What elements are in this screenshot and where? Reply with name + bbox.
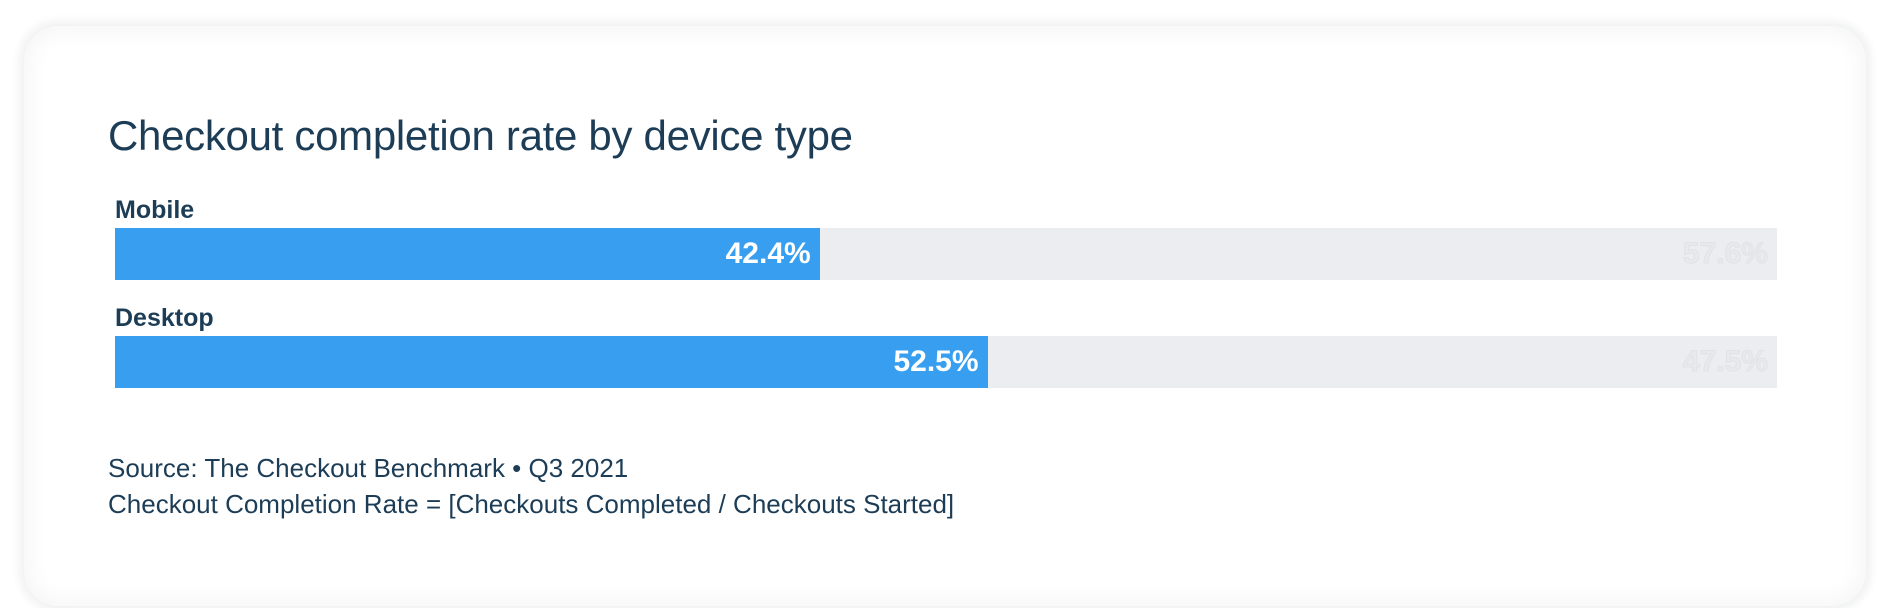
formula-note: Checkout Completion Rate = [Checkouts Co… (108, 489, 955, 519)
chart-footer: Source: The Checkout Benchmark • Q3 2021… (108, 450, 954, 522)
bar-value-label-mobile: 42.4% (725, 237, 811, 270)
bar-fill-desktop: 52.5% (115, 336, 988, 388)
bar-chart: Mobile 42.4% 57.6% Desktop 52.5% 47.5% (115, 196, 1777, 412)
source-note: Source: The Checkout Benchmark • Q3 2021 (108, 453, 629, 483)
bar-value-label-desktop: 52.5% (893, 345, 979, 378)
bar-remainder-label-mobile: 57.6% (1682, 237, 1768, 271)
bar-track-desktop: 52.5% 47.5% (115, 336, 1777, 388)
bar-fill-mobile: 42.4% (115, 228, 820, 280)
bar-track-mobile: 42.4% 57.6% (115, 228, 1777, 280)
chart-card: Checkout completion rate by device type … (24, 26, 1866, 606)
chart-title: Checkout completion rate by device type (108, 112, 853, 159)
bar-label-mobile: Mobile (115, 196, 195, 224)
bar-label-desktop: Desktop (115, 304, 214, 332)
bar-remainder-label-desktop: 47.5% (1682, 345, 1768, 379)
bar-group-desktop: Desktop 52.5% 47.5% (115, 304, 1777, 412)
bar-group-mobile: Mobile 42.4% 57.6% (115, 196, 1777, 304)
